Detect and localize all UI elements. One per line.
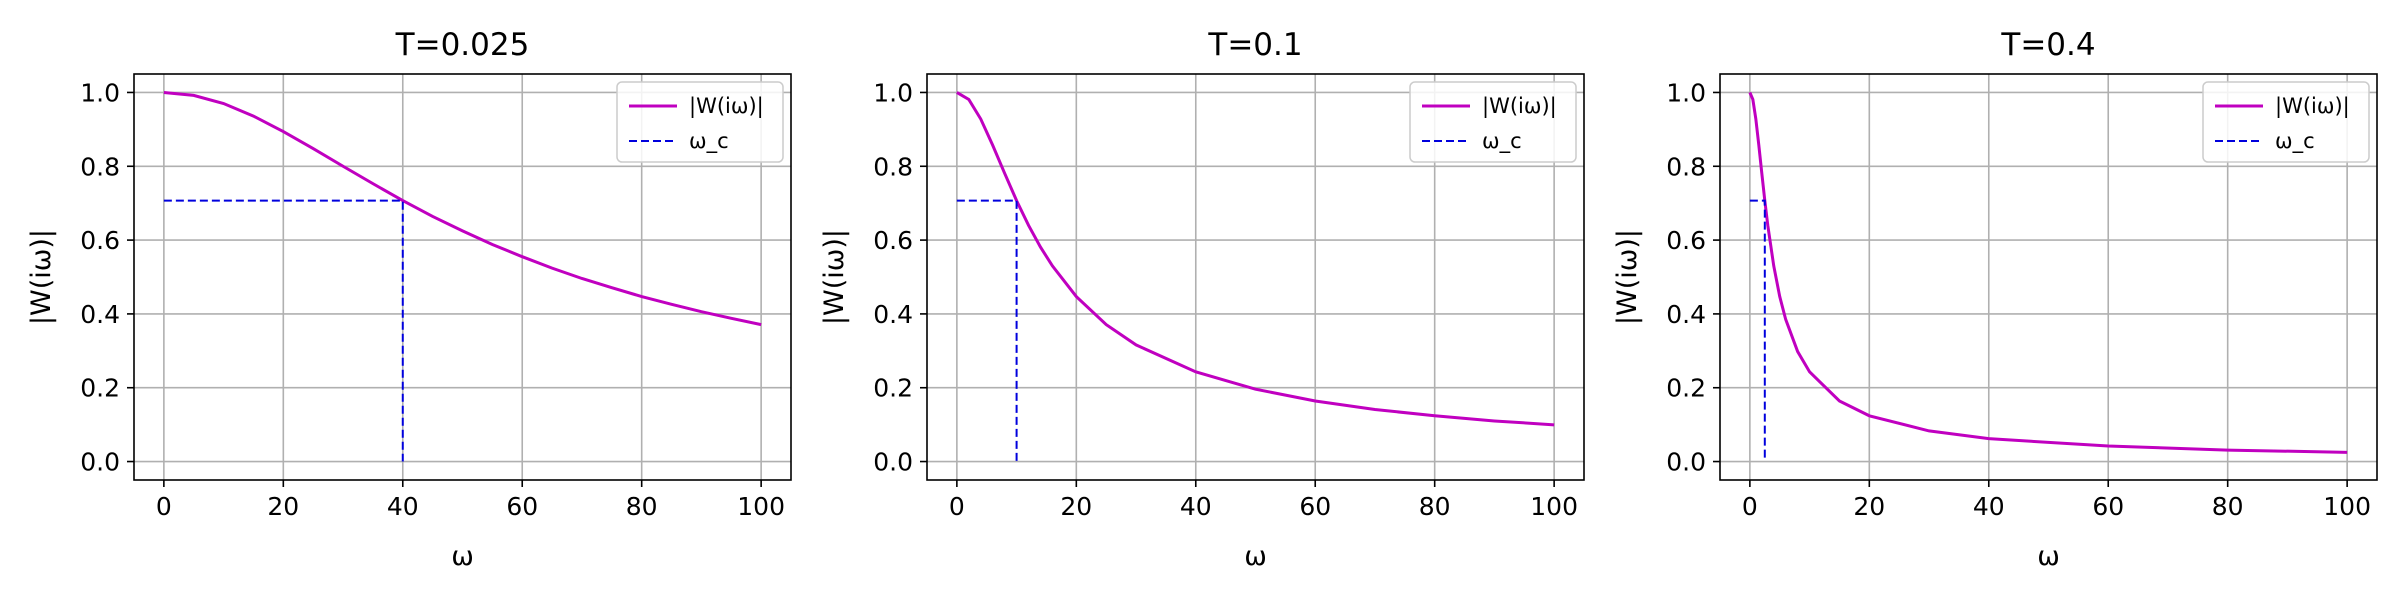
subplot-1-magnitude-line	[163, 90, 762, 327]
subplot-2-xtick-label: 60	[1299, 492, 1331, 521]
subplot-1-xlabel: ω	[451, 541, 474, 572]
subplot-3-xtick-label: 20	[1853, 492, 1885, 521]
subplot-1-xtick-label: 40	[387, 492, 419, 521]
subplot-2-xtick-label: 80	[1419, 492, 1451, 521]
subplot-2-legend-label-magnitude: |W(iω)|	[1482, 94, 1557, 119]
subplot-2-ytick-label: 0.6	[873, 226, 913, 255]
subplot-3-ytick-label: 0.2	[1666, 374, 1706, 403]
subplot-2-ytick-label: 0.0	[873, 448, 913, 477]
subplot-3-xtick-label: 0	[1742, 492, 1758, 521]
subplot-3-ylabel: |W(iω)|	[1612, 229, 1643, 325]
subplot-2-xtick-label: 100	[1530, 492, 1578, 521]
subplot-2-cutoff-line	[956, 199, 1018, 462]
subplot-1-xtick-label: 20	[267, 492, 299, 521]
subplot-1-ytick-label: 1.0	[80, 78, 120, 107]
subplot-3: T=0.4 ω |W(iω)| 0 20 40 60 80 100 0.0 0.2 0.4 0.6…	[1612, 27, 2378, 572]
subplot-2-axes-frame	[926, 73, 1585, 481]
subplot-3-xtick-label: 60	[2092, 492, 2124, 521]
subplot-3-legend-label-magnitude: |W(iω)|	[2275, 94, 2350, 119]
subplot-3-ytick-label: 0.8	[1666, 152, 1706, 181]
subplot-2-xlabel: ω	[1244, 541, 1267, 572]
subplot-1-xtick-label: 80	[626, 492, 658, 521]
subplot-1-title: T=0.025	[395, 27, 530, 63]
subplot-2: T=0.1 ω |W(iω)| 0 20 40 60 80 100 0.0 0.2 0.4 0.6…	[819, 27, 1585, 572]
subplot-3-xtick-label: 100	[2323, 492, 2371, 521]
subplot-3-ytick-label: 0.4	[1666, 300, 1706, 329]
subplot-1-ytick-label: 0.4	[80, 300, 120, 329]
subplot-3-xtick-label: 40	[1973, 492, 2005, 521]
subplot-2-xtick-label: 20	[1060, 492, 1092, 521]
subplot-2-title: T=0.1	[1207, 27, 1302, 63]
subplot-1-ylabel: |W(iω)|	[26, 229, 57, 325]
subplot-1-legend-label-cutoff: ω_c	[689, 129, 729, 154]
subplot-1: T=0.025 ω |W(iω)| 0 20 40 60 80 100 0.0 0.2 0.4 0…	[26, 27, 792, 572]
subplot-3-axes-frame	[1719, 73, 2378, 481]
subplot-3-xlabel: ω	[2037, 541, 2060, 572]
subplot-2-ytick-label: 0.2	[873, 374, 913, 403]
subplot-1-xtick-label: 60	[506, 492, 538, 521]
subplot-3-xtick-label: 80	[2212, 492, 2244, 521]
subplot-2-xtick-label: 40	[1180, 492, 1212, 521]
subplot-2-ytick-label: 0.4	[873, 300, 913, 329]
subplot-2-legend-label-cutoff: ω_c	[1482, 129, 1522, 154]
subplot-1-ytick-label: 0.2	[80, 374, 120, 403]
subplot-2-magnitude-line	[956, 91, 1555, 427]
subplot-1-axes-frame	[133, 73, 792, 481]
subplot-1-ytick-label: 0.8	[80, 152, 120, 181]
subplot-1-xtick-label: 100	[737, 492, 785, 521]
subplot-3-legend-label-cutoff: ω_c	[2275, 129, 2315, 154]
subplot-3-title: T=0.4	[2000, 27, 2095, 63]
subplot-1-ytick-label: 0.6	[80, 226, 120, 255]
subplot-2-ytick-label: 1.0	[873, 78, 913, 107]
subplot-3-cutoff-line	[1749, 199, 1766, 462]
subplot-2-ytick-label: 0.8	[873, 152, 913, 181]
subplot-2-ylabel: |W(iω)|	[819, 229, 850, 325]
subplot-1-xtick-label: 0	[156, 492, 172, 521]
subplot-1-ytick-label: 0.0	[80, 448, 120, 477]
subplot-1-cutoff-line	[163, 199, 404, 462]
subplot-3-ytick-label: 0.0	[1666, 448, 1706, 477]
subplot-3-ytick-label: 1.0	[1666, 78, 1706, 107]
subplot-1-legend-label-magnitude: |W(iω)|	[689, 94, 764, 119]
subplot-2-xtick-label: 0	[949, 492, 965, 521]
subplot-3-ytick-label: 0.6	[1666, 226, 1706, 255]
subplot-3-magnitude-line	[1748, 91, 2348, 454]
